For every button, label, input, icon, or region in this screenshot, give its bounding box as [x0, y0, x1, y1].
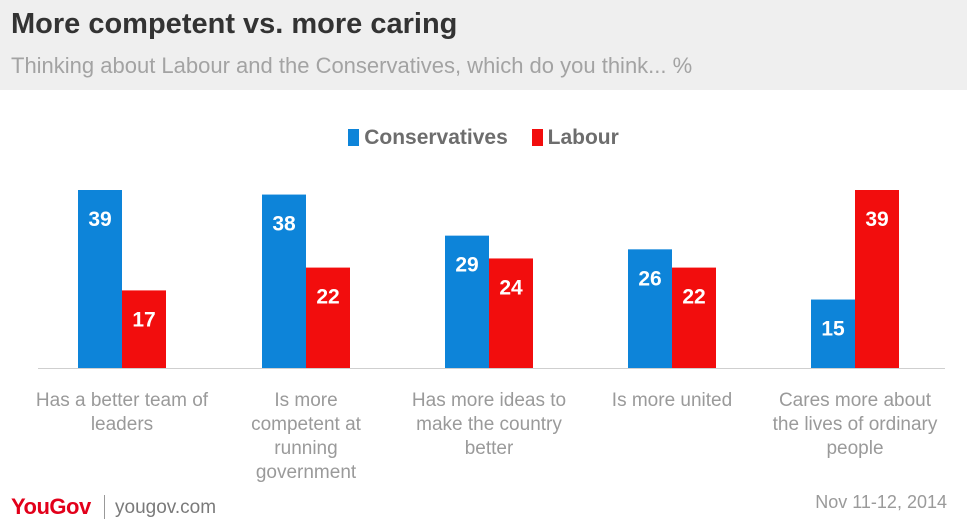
footer-website: yougov.com — [115, 497, 217, 518]
data-label-conservatives-4: 26 — [638, 267, 661, 290]
legend-label-conservatives: Conservatives — [364, 126, 508, 149]
data-label-conservatives-3: 29 — [455, 254, 478, 277]
category-label-2: Is more competent at running government — [251, 390, 361, 483]
legend-swatch-labour — [531, 129, 543, 146]
data-label-conservatives-1: 39 — [88, 208, 111, 231]
bar-conservatives-1 — [78, 190, 122, 368]
bar-conservatives-3 — [445, 235, 489, 368]
data-label-labour-3: 24 — [499, 276, 523, 299]
bar-labour-3 — [489, 258, 533, 368]
legend-swatch-conservatives — [348, 129, 360, 146]
legend: Conservatives Labour — [0, 126, 967, 150]
category-label-1: Has a better team of leaders — [35, 390, 209, 435]
data-label-labour-4: 22 — [682, 286, 705, 309]
data-label-labour-5: 39 — [865, 208, 888, 231]
bar-labour-1 — [122, 290, 166, 368]
footer-date: Nov 11-12, 2014 — [815, 492, 947, 512]
bar-conservatives-4 — [628, 249, 672, 368]
legend-item-labour: Labour — [531, 126, 619, 150]
category-label-4: Is more united — [611, 390, 733, 411]
chart-subtitle: Thinking about Labour and the Conservati… — [11, 53, 693, 78]
data-label-conservatives-5: 15 — [821, 318, 845, 341]
footer-divider — [104, 495, 105, 519]
legend-item-conservatives: Conservatives — [348, 126, 508, 150]
category-label-5: Cares more about the lives of ordinary p… — [772, 390, 938, 459]
data-label-labour-2: 22 — [316, 286, 339, 309]
legend-label-labour: Labour — [547, 126, 619, 149]
bar-labour-2 — [306, 267, 350, 368]
bar-conservatives-2 — [262, 194, 306, 368]
bar-labour-5 — [855, 190, 899, 368]
chart-title: More competent vs. more caring — [11, 8, 458, 40]
yougov-logo: YouGov — [11, 494, 91, 519]
header-band: More competent vs. more caring Thinking … — [0, 0, 967, 90]
category-label-3: Has more ideas to make the country bette… — [411, 390, 567, 459]
bar-labour-4 — [672, 267, 716, 368]
bar-conservatives-5 — [811, 299, 855, 368]
data-label-labour-1: 17 — [132, 308, 155, 331]
data-label-conservatives-2: 38 — [272, 213, 296, 236]
